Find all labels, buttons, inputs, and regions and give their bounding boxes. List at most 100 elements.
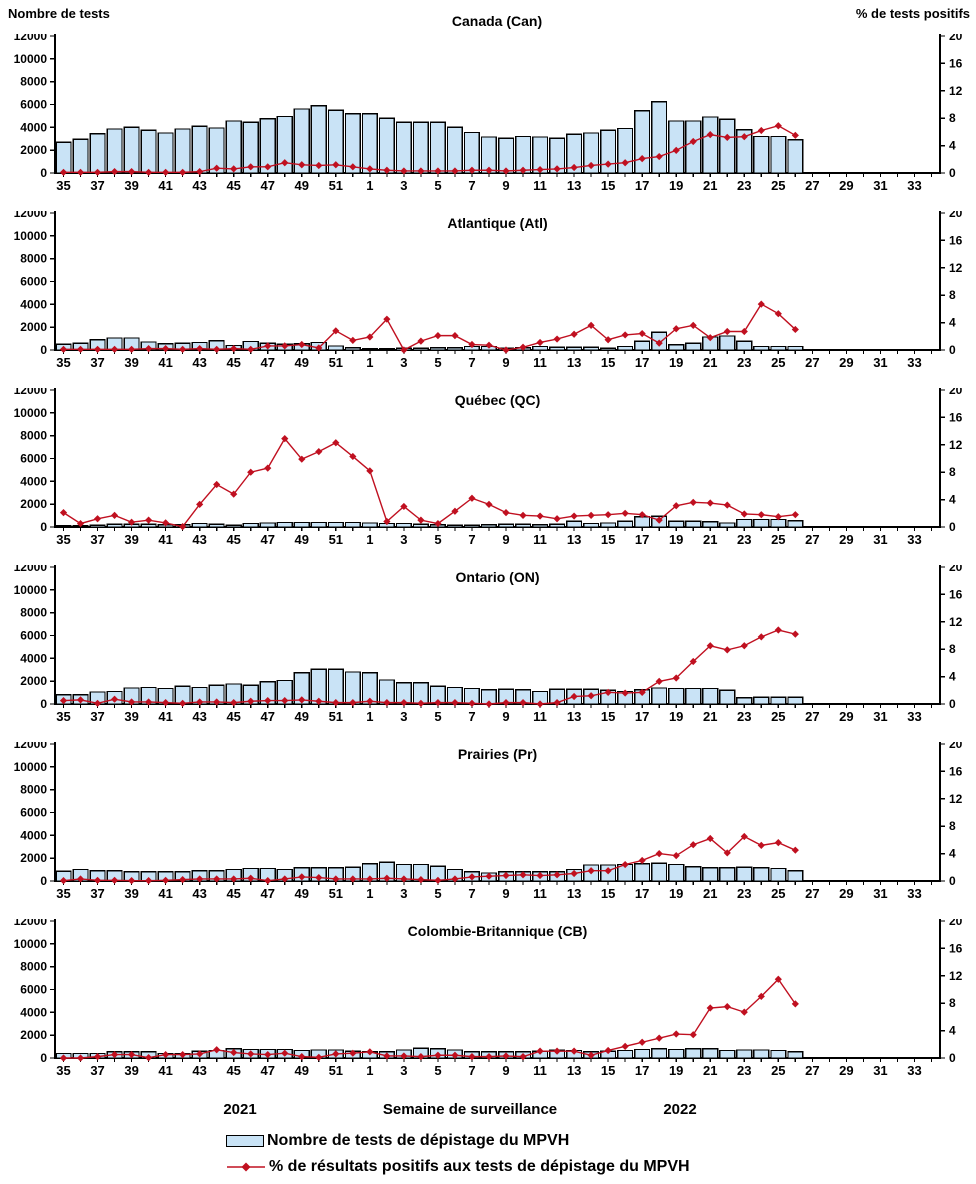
diamond-marker-icon bbox=[315, 448, 323, 456]
svg-text:2000: 2000 bbox=[20, 143, 47, 157]
diamond-marker-icon bbox=[740, 327, 748, 336]
year-label-2021: 2021 bbox=[223, 1101, 257, 1118]
diamond-marker-icon bbox=[383, 166, 391, 174]
svg-text:12000: 12000 bbox=[14, 742, 48, 751]
diamond-marker-icon bbox=[723, 327, 731, 336]
svg-text:4000: 4000 bbox=[20, 828, 47, 842]
diamond-marker-icon bbox=[638, 1038, 646, 1046]
diamond-marker-icon bbox=[672, 674, 680, 682]
test-count-bar bbox=[310, 521, 327, 528]
test-count-bar bbox=[651, 687, 668, 705]
svg-text:17: 17 bbox=[635, 1063, 649, 1078]
diamond-marker-icon bbox=[536, 338, 544, 347]
diamond-marker-icon bbox=[502, 509, 510, 517]
diamond-marker-icon bbox=[519, 511, 527, 519]
legend-item-positivity: % de résultats positifs aux tests de dép… bbox=[226, 1154, 690, 1180]
svg-text:43: 43 bbox=[192, 709, 206, 724]
diamond-marker-icon bbox=[536, 1047, 544, 1055]
svg-text:11: 11 bbox=[533, 355, 547, 370]
diamond-marker-icon bbox=[247, 697, 255, 705]
test-count-bar bbox=[753, 135, 770, 174]
svg-text:17: 17 bbox=[635, 178, 649, 193]
diamond-marker-icon bbox=[434, 332, 442, 340]
test-count-bar bbox=[242, 522, 259, 528]
svg-text:1: 1 bbox=[366, 532, 373, 547]
diamond-marker-icon bbox=[110, 1050, 119, 1059]
svg-text:25: 25 bbox=[771, 178, 785, 193]
test-count-bar bbox=[685, 866, 702, 882]
svg-text:8: 8 bbox=[949, 288, 956, 302]
test-count-bar bbox=[719, 689, 736, 705]
svg-text:43: 43 bbox=[192, 532, 206, 547]
diamond-marker-icon bbox=[791, 630, 799, 638]
test-count-bar bbox=[719, 118, 736, 174]
svg-text:45: 45 bbox=[226, 1063, 240, 1078]
svg-text:17: 17 bbox=[635, 886, 649, 901]
diamond-marker-icon bbox=[366, 165, 374, 173]
test-count-bar bbox=[651, 862, 668, 882]
svg-text:8: 8 bbox=[949, 465, 956, 479]
svg-text:3: 3 bbox=[400, 886, 407, 901]
test-count-bar bbox=[208, 127, 225, 174]
test-count-bar bbox=[566, 346, 583, 351]
diamond-marker-icon bbox=[230, 490, 238, 498]
svg-text:7: 7 bbox=[468, 178, 475, 193]
test-count-bar bbox=[89, 132, 106, 174]
svg-text:13: 13 bbox=[567, 178, 581, 193]
diamond-marker-icon bbox=[400, 1052, 408, 1060]
svg-text:7: 7 bbox=[468, 886, 475, 901]
diamond-marker-icon bbox=[774, 626, 782, 634]
diamond-marker-icon bbox=[127, 1050, 136, 1059]
svg-text:25: 25 bbox=[771, 886, 785, 901]
svg-text:0: 0 bbox=[40, 1051, 47, 1065]
test-count-bar bbox=[378, 117, 395, 174]
svg-text:37: 37 bbox=[90, 532, 104, 547]
svg-text:20: 20 bbox=[949, 211, 963, 220]
diamond-marker-icon bbox=[689, 137, 697, 146]
panel-title: Prairies (Pr) bbox=[458, 746, 537, 762]
svg-text:29: 29 bbox=[839, 178, 853, 193]
diamond-marker-icon bbox=[127, 168, 136, 176]
diamond-marker-icon bbox=[59, 509, 68, 517]
diamond-marker-icon bbox=[791, 1000, 799, 1008]
right-axis-title: % de tests positifs bbox=[855, 6, 970, 21]
diamond-marker-icon bbox=[93, 515, 102, 523]
test-count-bar bbox=[463, 524, 481, 528]
diamond-marker-icon bbox=[621, 860, 629, 869]
diamond-marker-icon bbox=[332, 1050, 340, 1058]
svg-text:27: 27 bbox=[805, 709, 819, 724]
diamond-marker-icon bbox=[570, 512, 578, 520]
diamond-marker-icon bbox=[757, 633, 765, 641]
diamond-marker-icon bbox=[706, 834, 714, 843]
diamond-marker-icon bbox=[621, 509, 629, 517]
svg-text:49: 49 bbox=[295, 886, 309, 901]
svg-text:19: 19 bbox=[669, 709, 683, 724]
diamond-marker-icon bbox=[621, 159, 629, 167]
diamond-marker-icon bbox=[196, 168, 204, 176]
diamond-marker-icon bbox=[485, 341, 493, 349]
svg-text:27: 27 bbox=[805, 355, 819, 370]
svg-text:23: 23 bbox=[737, 532, 751, 547]
svg-text:6000: 6000 bbox=[20, 806, 47, 820]
svg-text:3: 3 bbox=[400, 1063, 407, 1078]
svg-text:5: 5 bbox=[434, 355, 441, 370]
diamond-marker-icon bbox=[451, 507, 459, 515]
svg-text:49: 49 bbox=[295, 1063, 309, 1078]
diamond-marker-icon bbox=[774, 122, 782, 130]
test-count-bar bbox=[770, 135, 787, 174]
svg-text:37: 37 bbox=[90, 1063, 104, 1078]
test-count-bar bbox=[327, 521, 344, 528]
svg-text:8000: 8000 bbox=[20, 783, 47, 797]
svg-text:11: 11 bbox=[533, 886, 547, 901]
svg-text:43: 43 bbox=[192, 1063, 206, 1078]
test-count-bar bbox=[242, 121, 259, 174]
svg-text:17: 17 bbox=[635, 709, 649, 724]
test-count-bar bbox=[770, 696, 787, 705]
svg-text:35: 35 bbox=[56, 355, 70, 370]
diamond-marker-icon bbox=[519, 699, 527, 707]
